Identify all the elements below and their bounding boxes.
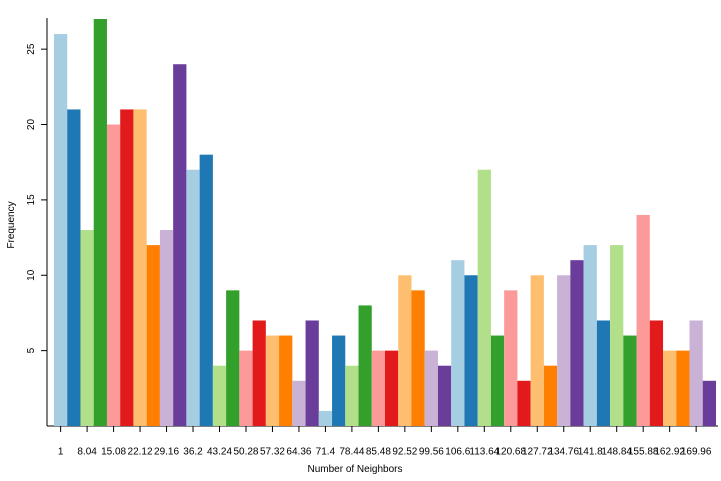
bar xyxy=(490,335,505,426)
bar xyxy=(451,260,465,426)
bar xyxy=(424,350,438,426)
bar xyxy=(146,245,160,426)
x-tick-label: 1 xyxy=(58,447,64,458)
bar xyxy=(689,320,703,426)
x-tick-label: 85.48 xyxy=(366,447,391,458)
bar xyxy=(252,320,266,426)
x-tick-label: 106.6 xyxy=(445,447,470,458)
bar xyxy=(106,124,121,426)
bar xyxy=(186,169,200,427)
x-tick-label: 71.4 xyxy=(316,447,336,458)
bar xyxy=(464,275,478,426)
bar xyxy=(133,109,147,426)
x-tick-label: 169.96 xyxy=(681,447,712,458)
bar xyxy=(477,169,491,427)
bar xyxy=(636,214,650,426)
x-tick-label: 36.2 xyxy=(183,447,203,458)
x-tick-label: 141.8 xyxy=(578,447,603,458)
bar xyxy=(93,19,107,426)
x-axis-title: Number of Neighbors xyxy=(307,464,402,475)
x-tick-label: 99.56 xyxy=(419,447,444,458)
bar xyxy=(67,109,81,426)
bar xyxy=(226,290,240,426)
x-tick-label: 8.04 xyxy=(77,447,97,458)
bar xyxy=(517,380,531,426)
bar xyxy=(305,320,319,426)
y-tick-label: 15 xyxy=(26,194,37,206)
x-tick-label: 113.64 xyxy=(469,447,499,458)
bar xyxy=(239,350,253,426)
x-tick-label: 78.44 xyxy=(339,447,364,458)
bar xyxy=(173,64,187,426)
x-tick-label: 22.12 xyxy=(128,447,153,458)
bar xyxy=(663,350,677,426)
bar xyxy=(385,350,399,426)
y-tick-label: 10 xyxy=(26,269,37,281)
bar xyxy=(437,365,452,426)
y-tick-label: 5 xyxy=(26,347,37,353)
bar xyxy=(570,260,584,426)
bar xyxy=(371,350,385,426)
bar xyxy=(159,230,174,426)
x-tick-label: 50.28 xyxy=(233,447,258,458)
x-tick-label: 155.88 xyxy=(628,447,659,458)
bar xyxy=(557,275,571,426)
bar xyxy=(411,290,425,426)
x-tick-label: 148.84 xyxy=(601,447,632,458)
bar xyxy=(358,305,372,426)
bar xyxy=(318,410,333,426)
x-tick-label: 162.92 xyxy=(654,447,685,458)
y-axis-title: Frequency xyxy=(6,201,17,248)
bar xyxy=(80,230,94,426)
bar xyxy=(623,335,637,426)
x-tick-label: 57.32 xyxy=(260,447,285,458)
bar xyxy=(265,335,280,426)
bar xyxy=(54,34,68,427)
bar xyxy=(199,154,213,426)
x-tick-label: 134.76 xyxy=(548,447,579,458)
bar xyxy=(610,245,624,426)
bar xyxy=(676,350,690,426)
bar xyxy=(345,365,359,426)
bar xyxy=(649,320,664,426)
y-tick-label: 20 xyxy=(26,119,37,131)
bar xyxy=(530,275,544,426)
bar xyxy=(398,275,412,426)
bar xyxy=(279,335,293,426)
x-tick-label: 92.52 xyxy=(392,447,417,458)
x-tick-label: 64.36 xyxy=(286,447,311,458)
x-tick-label: 29.16 xyxy=(154,447,179,458)
x-tick-label: 15.08 xyxy=(101,447,126,458)
bar xyxy=(504,290,518,426)
x-tick-label: 120.68 xyxy=(495,447,526,458)
y-tick-label: 25 xyxy=(26,43,37,55)
bar xyxy=(543,365,558,426)
x-tick-label: 127.72 xyxy=(522,447,553,458)
x-tick-label: 43.24 xyxy=(207,447,232,458)
bar xyxy=(702,380,716,426)
bar xyxy=(292,380,306,426)
bar xyxy=(596,320,611,426)
bar xyxy=(120,109,134,426)
bar xyxy=(583,245,597,426)
bar xyxy=(332,335,346,426)
bar xyxy=(212,365,227,426)
